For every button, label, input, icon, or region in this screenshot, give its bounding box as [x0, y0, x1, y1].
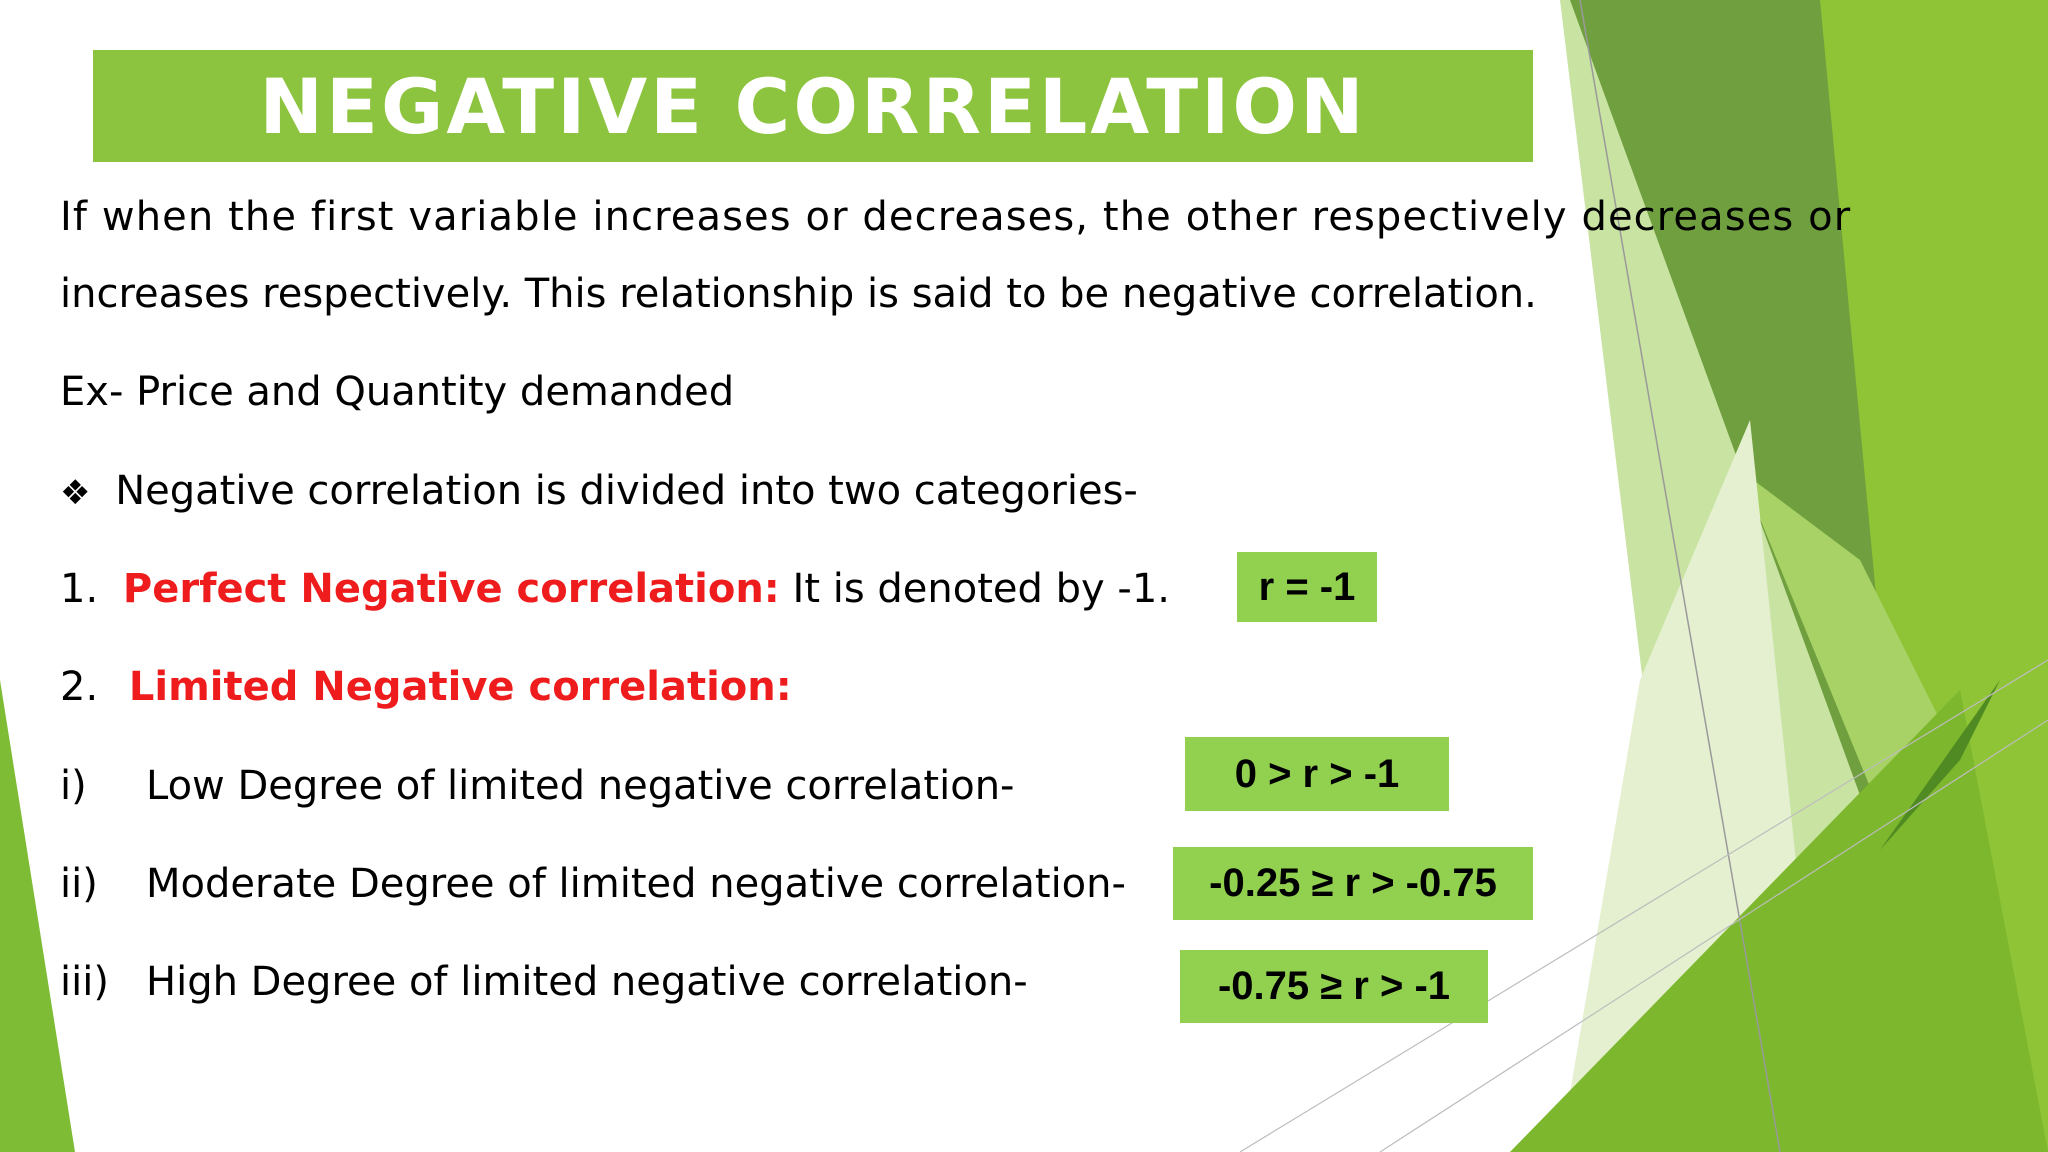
intro-line-2: increases respectively. This relationshi… [60, 271, 1537, 317]
subitem-high-degree: iii) High Degree of limited negative corr… [60, 962, 1028, 1002]
item-text: It is denoted by -1. [779, 566, 1170, 612]
page-title: NEGATIVE CORRELATION [259, 61, 1367, 151]
decor-line-1 [1579, 0, 1781, 1152]
bullet-line: ❖ Negative correlation is divided into t… [60, 471, 1138, 511]
subitem-text: Low Degree of limited negative correlati… [146, 763, 1015, 809]
subitem-number: iii) [60, 959, 109, 1005]
formula-box-perfect: r = -1 [1237, 552, 1377, 622]
item-label: Perfect Negative correlation: [122, 566, 780, 612]
decor-line-2 [1239, 659, 2048, 1152]
left-green-shape [0, 680, 75, 1152]
item-number: 2. [60, 664, 99, 710]
subitem-text: Moderate Degree of limited negative corr… [146, 861, 1126, 907]
right-pale-shape [1560, 420, 1800, 1152]
item-limited-negative: 2. Limited Negative correlation: [60, 667, 792, 707]
title-bar: NEGATIVE CORRELATION [93, 50, 1533, 162]
formula-box-low: 0 > r > -1 [1185, 737, 1449, 811]
intro-line-1: If when the first variable increases or … [60, 194, 1852, 240]
subitem-number: ii) [60, 861, 98, 907]
subitem-number: i) [60, 763, 87, 809]
subitem-low-degree: i) Low Degree of limited negative correla… [60, 766, 1014, 806]
right-deep-green-shape [1880, 680, 2000, 850]
item-label: Limited Negative correlation: [128, 664, 792, 710]
subitem-text: High Degree of limited negative correlat… [146, 959, 1028, 1005]
formula-box-high: -0.75 ≥ r > -1 [1180, 950, 1488, 1023]
bullet-text: Negative correlation is divided into two… [115, 468, 1138, 514]
subitem-moderate-degree: ii) Moderate Degree of limited negative c… [60, 864, 1126, 904]
decor-line-3 [1379, 719, 2048, 1152]
item-perfect-negative: 1. Perfect Negative correlation: It is d… [60, 569, 1170, 609]
diamond-bullet-icon: ❖ [60, 473, 91, 513]
formula-box-moderate: -0.25 ≥ r > -0.75 [1173, 847, 1533, 920]
item-number: 1. [60, 566, 99, 612]
example-text: Ex- Price and Quantity demanded [60, 369, 735, 415]
